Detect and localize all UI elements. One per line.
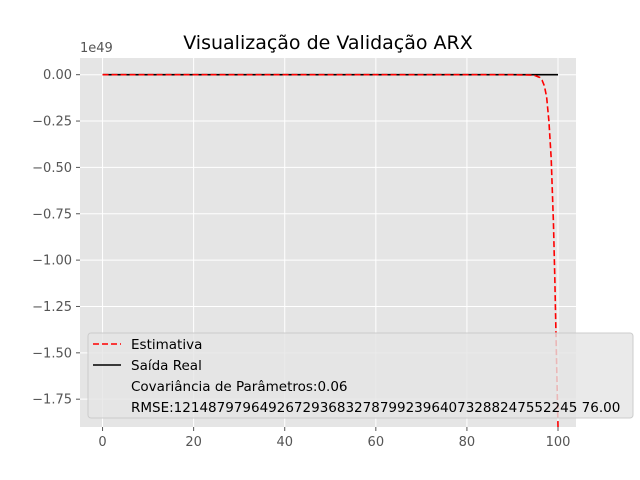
y-tick-label: 0.00	[43, 68, 72, 83]
y-tick-label: −0.75	[32, 207, 72, 222]
series-lines	[102, 73, 559, 428]
y-tick-label: −1.00	[32, 254, 72, 269]
legend-extra-label: Covariância de Parâmetros:0.06	[131, 379, 348, 395]
y-tick-label: −0.25	[32, 115, 72, 130]
y-offset-text: 1e49	[80, 41, 113, 56]
x-tick-label: 80	[459, 435, 476, 450]
x-axis-ticks: 0 20 40 60 80 100	[98, 427, 570, 450]
y-axis-ticks: 0.00 −0.25 −0.50 −0.75 −1.00 −1.25 −1.50 −1.75	[32, 68, 80, 408]
legend-extra-label: RMSE:12148797964926729368327879923964073…	[131, 400, 620, 416]
y-tick-label: −1.75	[32, 393, 72, 408]
y-tick-label: −0.50	[32, 161, 72, 176]
legend-box	[87, 332, 634, 419]
legend: Estimativa Saída Real Covariância de Parâm…	[87, 332, 634, 419]
series-line-estimativa	[102, 73, 559, 428]
x-tick-label: 20	[185, 435, 202, 450]
y-tick-label: −1.50	[32, 346, 72, 361]
x-tick-label: 100	[546, 435, 571, 450]
chart-title: Visualização de Validação ARX	[183, 32, 473, 54]
x-tick-label: 60	[368, 435, 385, 450]
y-tick-label: −1.25	[32, 300, 72, 315]
legend-label: Estimativa	[131, 337, 202, 353]
x-tick-label: 40	[276, 435, 293, 450]
legend-label: Saída Real	[131, 358, 202, 374]
x-tick-label: 0	[98, 435, 106, 450]
